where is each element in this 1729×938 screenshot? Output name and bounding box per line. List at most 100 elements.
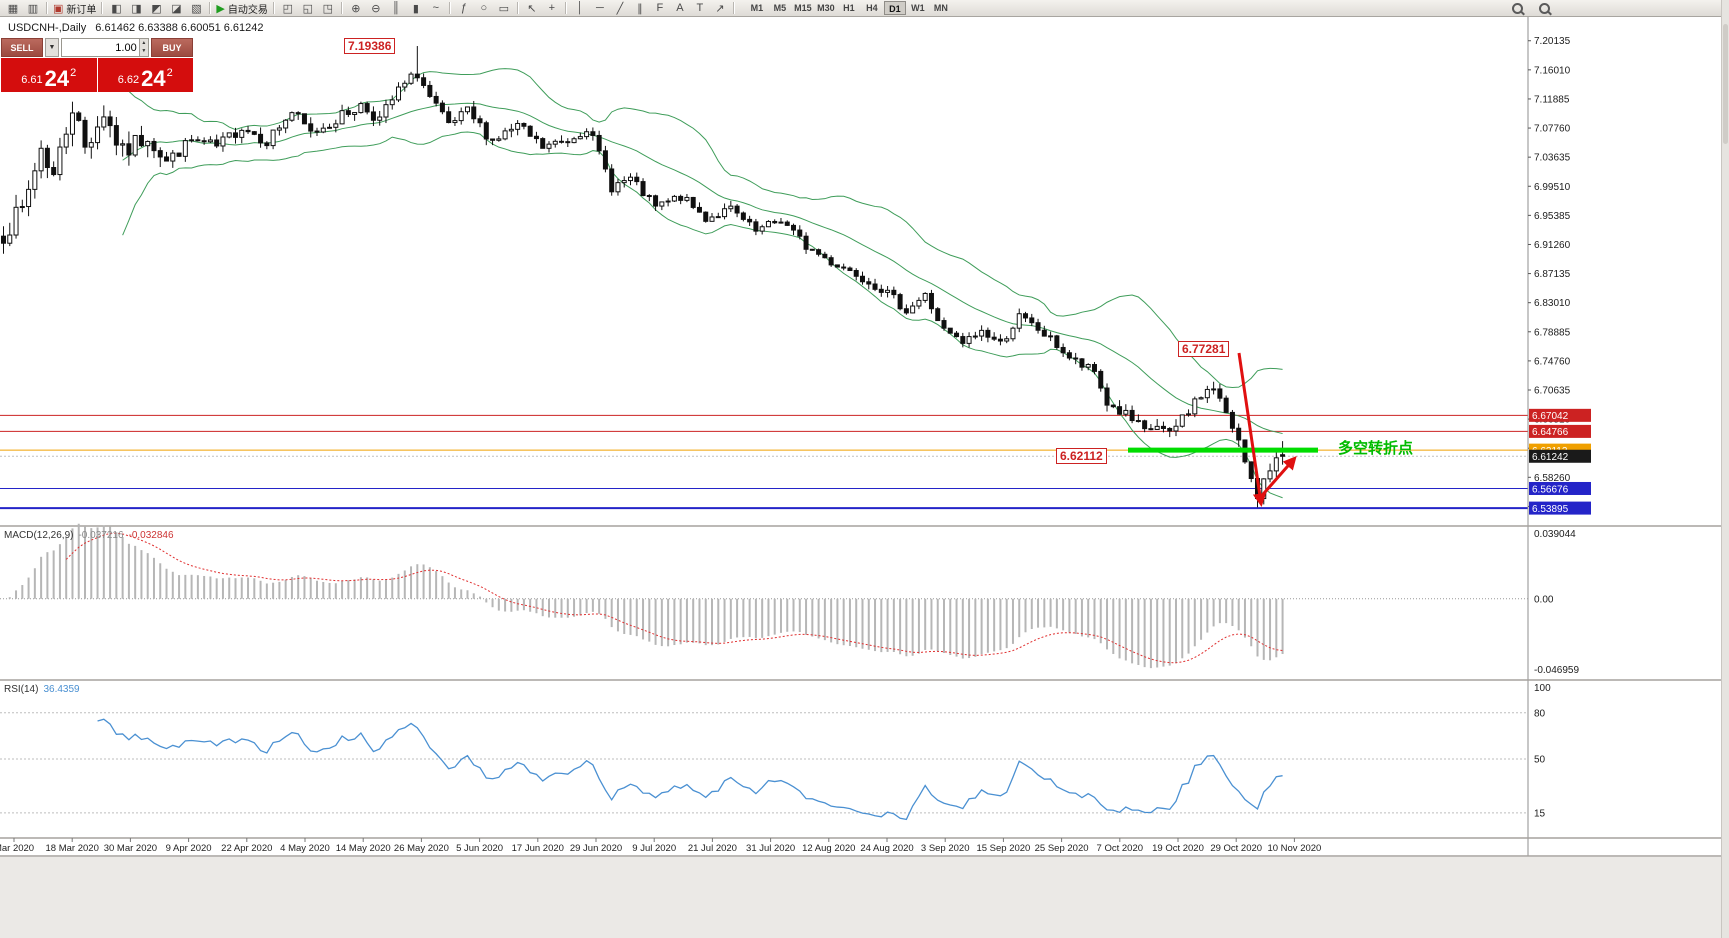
tile-vertically-button[interactable]: ◳ [318, 1, 338, 16]
templates-button[interactable]: ▭ [494, 1, 514, 16]
toolbar: ▦ ▥ ▣ 新订单 ◧ ◨ ◩ ◪ ▧ ▶ 自动交易 ◰ ◱ ◳ ⊕ ⊖ ║ ▮ ~ ƒ ○ ▭ ↖ + │ ─ ╱ ∥ F A T ↗ M1 M… [0, 0, 1729, 17]
price-tag-6.67042-text: 6.67042 [1532, 411, 1569, 422]
equidistant-channel-button[interactable]: ∥ [630, 1, 650, 16]
zoom-out-button[interactable]: ⊖ [366, 1, 386, 16]
price-tick-label: 6.91260 [1534, 240, 1571, 251]
navigator-button[interactable]: ◩ [146, 1, 166, 16]
cursor-button[interactable]: ↖ [522, 1, 542, 16]
search-icon[interactable] [1512, 2, 1523, 14]
bid-price-button[interactable]: 6.61 24 2 [1, 58, 97, 92]
date-label: 21 Jul 2020 [688, 843, 737, 854]
price-tag-6.53895 [1529, 501, 1591, 515]
market-watch-button[interactable]: ◧ [106, 1, 126, 16]
fibonacci-button[interactable]: F [650, 1, 670, 16]
date-label: 29 Oct 2020 [1210, 843, 1262, 854]
trade-panel-controls: SELL ▼ ▲ ▼ BUY [1, 38, 193, 57]
timeframe-button-m15[interactable]: M15 [794, 3, 812, 13]
annotation-note-text[interactable]: 多空转折点 [1338, 440, 1414, 457]
lot-size-input[interactable] [62, 39, 139, 56]
timeframe-button-m30[interactable]: M30 [817, 3, 835, 13]
crosshair-button[interactable]: + [542, 1, 562, 16]
profiles-button[interactable]: ▥ [23, 1, 43, 16]
price-annotation-7.19386[interactable]: 7.19386 [344, 38, 396, 54]
date-label: 22 Apr 2020 [221, 843, 272, 854]
trend-arrow-1[interactable] [1237, 352, 1267, 508]
tile-horizontally-button[interactable]: ◱ [298, 1, 318, 16]
timeframe-button-h4[interactable]: H4 [866, 3, 878, 13]
timeframe-button-h1[interactable]: H1 [843, 3, 855, 13]
trendline-button[interactable]: ╱ [610, 1, 630, 16]
strategy-tester-button[interactable]: ▧ [186, 1, 206, 16]
price-tick-label: 6.99510 [1534, 182, 1571, 193]
zoom-in-button[interactable]: ⊕ [346, 1, 366, 16]
new-order-icon: ▣ [53, 2, 64, 15]
vertical-line-button[interactable]: │ [570, 1, 590, 16]
indicators-button[interactable]: ƒ [454, 1, 474, 16]
autotrading-button[interactable]: ▶ 自动交易 [214, 1, 269, 16]
arrows-button[interactable]: ↗ [710, 1, 730, 16]
date-label: 9 Apr 2020 [166, 843, 212, 854]
symbol-period-label: USDCNH-,Daily [8, 22, 87, 34]
chart-title: USDCNH-,Daily 6.61462 6.63388 6.60051 6.… [8, 22, 264, 34]
bar-chart-icon: ║ [391, 2, 400, 14]
price-annotation-6.62112[interactable]: 6.62112 [1056, 448, 1107, 464]
new-order-button-label: 新订单 [66, 4, 97, 16]
date-label: 24 Aug 2020 [860, 843, 913, 854]
text-button[interactable]: A [670, 1, 690, 16]
scrollbar-thumb[interactable] [1723, 24, 1728, 144]
vertical-line-icon: │ [576, 2, 584, 14]
autotrading-icon: ▶ [216, 2, 225, 15]
timeframe-button-d1[interactable]: D1 [883, 1, 906, 15]
zoom-in-icon: ⊕ [351, 2, 361, 15]
price-tick-label: 6.78885 [1534, 327, 1571, 338]
zoom-out-icon: ⊖ [371, 2, 381, 15]
cascade-windows-button[interactable]: ◰ [278, 1, 298, 16]
price-tag-6.64766 [1529, 424, 1591, 438]
vertical-scrollbar[interactable] [1721, 0, 1729, 938]
new-order-button[interactable]: ▣ 新订单 [51, 1, 98, 16]
bar-chart-button[interactable]: ║ [386, 1, 406, 16]
date-label: 31 Jul 2020 [746, 843, 795, 854]
text-label-button[interactable]: T [690, 1, 710, 16]
timeframe-button-m1[interactable]: M1 [750, 3, 764, 13]
data-window-button[interactable]: ◨ [126, 1, 146, 16]
candlestick-chart-button[interactable]: ▮ [406, 1, 426, 16]
new-chart-icon: ▦ [7, 2, 19, 15]
periods-button[interactable]: ○ [474, 1, 494, 16]
arrows-icon: ↗ [715, 2, 725, 15]
macd-histogram [8, 523, 1284, 669]
timeframe-button-w1[interactable]: W1 [911, 3, 925, 13]
spinner-up-icon[interactable]: ▲ [138, 39, 148, 48]
date-label: 9 Jul 2020 [632, 843, 676, 854]
horizontal-line-button[interactable]: ─ [590, 1, 610, 16]
trend-arrow-2[interactable] [1256, 455, 1297, 501]
timeframe-button-mn[interactable]: MN [933, 3, 948, 13]
date-axis[interactable]: Mar 2020 18 Mar 2020 30 Mar 2020 9 Apr 2020… [0, 838, 1321, 854]
price-tag-6.56676-text: 6.56676 [1532, 484, 1569, 495]
ask-price-button[interactable]: 6.62 24 2 [97, 58, 193, 92]
sell-button[interactable]: SELL [1, 38, 43, 57]
order-type-dropdown[interactable]: ▼ [45, 38, 59, 57]
trendline-icon: ╱ [616, 2, 624, 15]
line-chart-button[interactable]: ~ [426, 1, 446, 16]
terminal-button[interactable]: ◪ [166, 1, 186, 16]
symbol-search-icon[interactable] [1539, 2, 1550, 14]
date-label: 12 Aug 2020 [802, 843, 855, 854]
price-tag-6.53895-text: 6.53895 [1532, 504, 1569, 515]
spinner-down-icon[interactable]: ▼ [138, 47, 148, 56]
ask-price-sup: 2 [166, 67, 173, 79]
equidistant-channel-icon: ∥ [637, 2, 643, 15]
data-window-icon: ◨ [131, 2, 142, 15]
periods-icon: ○ [480, 2, 488, 14]
strategy-tester-icon: ▧ [191, 2, 202, 15]
date-label: 15 Sep 2020 [976, 843, 1030, 854]
new-chart-button[interactable]: ▦ [3, 1, 23, 16]
price-annotation-6.77281[interactable]: 6.77281 [1178, 341, 1230, 357]
text-icon: A [676, 2, 684, 14]
price-tick-label: 6.95385 [1534, 211, 1571, 222]
price-axis[interactable]: 7.20135 7.16010 7.11885 7.07760 7.03635 6.995… [1527, 17, 1591, 856]
buy-button[interactable]: BUY [151, 38, 193, 57]
bollinger-bands [122, 68, 1283, 499]
timeframe-button-m5[interactable]: M5 [773, 3, 787, 13]
